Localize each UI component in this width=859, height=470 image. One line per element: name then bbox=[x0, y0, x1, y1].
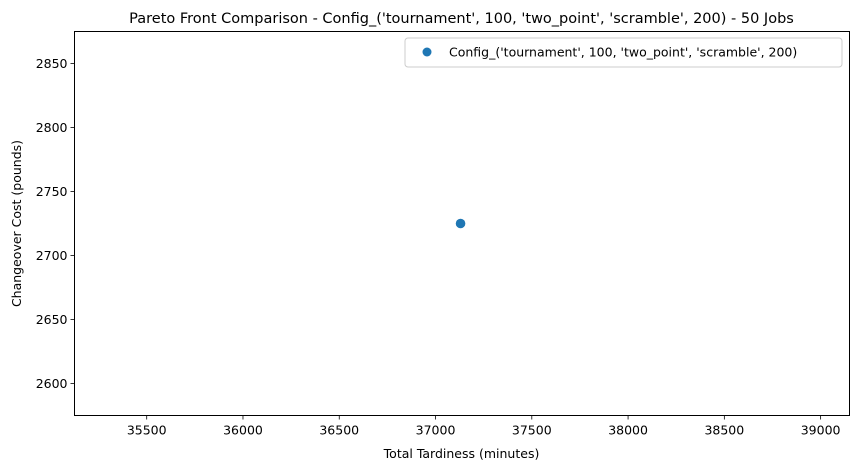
x-axis: 35500 36000 36500 37000 37500 38000 38500 39000 bbox=[127, 415, 841, 438]
x-tick-label: 36000 bbox=[223, 423, 263, 438]
legend: Config_('tournament', 100, 'two_point', … bbox=[404, 37, 843, 68]
legend-label: Config_('tournament', 100, 'two_point', … bbox=[449, 45, 797, 60]
x-tick-label: 37000 bbox=[416, 423, 456, 438]
legend-marker bbox=[422, 47, 432, 57]
y-tick-label: 2850 bbox=[36, 56, 68, 71]
y-tick-label: 2650 bbox=[36, 312, 68, 327]
y-axis-label: Changeover Cost (pounds) bbox=[9, 140, 24, 307]
y-axis: 2600 2650 2700 2750 2800 2850 bbox=[36, 56, 75, 391]
x-tick-label: 39000 bbox=[801, 423, 841, 438]
x-tick-label: 37500 bbox=[512, 423, 552, 438]
scatter-points bbox=[455, 218, 466, 229]
x-tick-label: 38000 bbox=[608, 423, 648, 438]
y-tick-label: 2700 bbox=[36, 248, 68, 263]
y-tick-label: 2800 bbox=[36, 120, 68, 135]
x-axis-label: Total Tardiness (minutes) bbox=[383, 446, 540, 461]
chart-title: Pareto Front Comparison - Config_('tourn… bbox=[129, 11, 794, 27]
x-tick-label: 36500 bbox=[319, 423, 359, 438]
y-tick-label: 2750 bbox=[36, 184, 68, 199]
x-tick-label: 38500 bbox=[704, 423, 744, 438]
y-tick-label: 2600 bbox=[36, 376, 68, 391]
legend-box bbox=[404, 37, 843, 68]
x-tick-label: 35500 bbox=[127, 423, 167, 438]
data-point bbox=[455, 218, 466, 229]
